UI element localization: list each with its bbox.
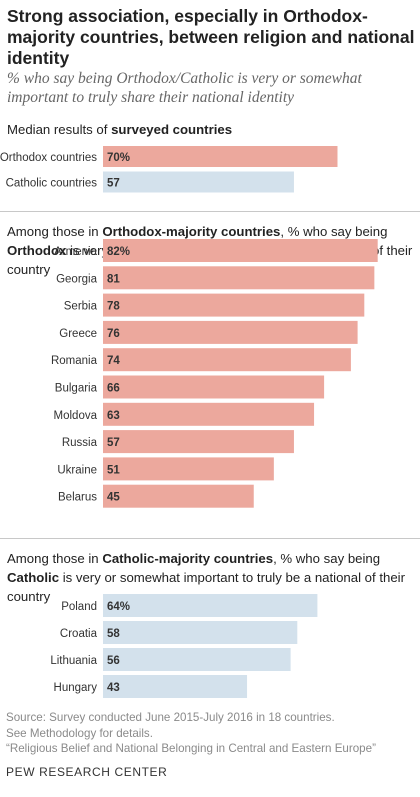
bar (103, 430, 294, 454)
category-label: Poland (61, 601, 97, 613)
category-label: Moldova (54, 410, 98, 422)
value-label: 56 (107, 655, 120, 667)
catholic-heading-pre: Among those in (7, 551, 103, 566)
value-label: 78 (107, 301, 120, 313)
catholic-heading-mid: , % who say being (273, 551, 381, 566)
chart-title: Strong association, especially in Orthod… (7, 6, 415, 68)
category-label: Hungary (54, 682, 98, 694)
value-label: 82% (107, 246, 130, 258)
value-label: 74 (107, 355, 120, 367)
bar (103, 621, 298, 644)
orthodox-heading-mid: , % who say being (280, 224, 388, 239)
bar (103, 648, 291, 671)
source-line: Source: Survey conducted June 2015-July … (6, 711, 335, 724)
category-label: Russia (62, 437, 98, 449)
category-label: Croatia (60, 628, 98, 640)
bar (103, 594, 318, 617)
catholic-heading-post: is very or somewhat important to truly b… (7, 570, 405, 604)
category-label: Catholic countries (6, 178, 98, 190)
orthodox-heading-bold2: Orthodox (7, 243, 67, 258)
category-label: Georgia (56, 273, 98, 285)
bar (103, 293, 365, 317)
bar (103, 266, 375, 290)
bar (103, 239, 378, 262)
orthodox-heading-pre: Among those in (7, 224, 103, 239)
bar (103, 675, 248, 698)
catholic-heading-bold1: Catholic-majority countries (102, 551, 274, 566)
source-note: Source: Survey conducted June 2015-July … (6, 710, 416, 757)
value-label: 45 (107, 492, 120, 504)
category-label: Serbia (64, 301, 98, 313)
category-label: Armenia (54, 246, 97, 258)
median-section-heading: Median results of surveyed countries (7, 120, 415, 139)
category-label: Lithuania (50, 655, 97, 667)
value-label: 43 (107, 682, 120, 694)
value-label: 51 (107, 464, 120, 476)
value-label: 58 (107, 628, 120, 640)
orthodox-heading-bold1: Orthodox-majority countries (102, 224, 281, 239)
catholic-bar-chart: Poland 64% Croatia 58 Lithuania 56 Hungary 43 (50, 594, 318, 698)
brand-logo-text: PEW RESEARCH CENTER (6, 765, 168, 779)
category-label: Ukraine (57, 464, 97, 476)
section-divider (0, 211, 420, 212)
category-label: Orthodox countries (0, 152, 97, 164)
category-label: Greece (59, 328, 97, 340)
catholic-heading-bold2: Catholic (7, 570, 60, 585)
value-label: 76 (107, 328, 120, 340)
orthodox-bar-chart: Armenia 82% Georgia 81 Serbia 78 Greece 76 Roman… (51, 239, 378, 508)
bar (103, 484, 254, 508)
bar (103, 320, 358, 344)
median-bar-chart: Orthodox countries 70% Catholic countries 5… (0, 146, 338, 193)
median-heading-bold: surveyed countries (111, 122, 233, 137)
value-label: 70% (107, 152, 130, 164)
category-label: Belarus (58, 492, 97, 504)
value-label: 64% (107, 601, 130, 613)
source-line: See Methodology for details. (6, 726, 153, 740)
section-divider (0, 538, 420, 539)
category-label: Bulgaria (55, 383, 98, 395)
source-line: “Religious Belief and National Belonging… (6, 742, 376, 756)
category-label: Romania (51, 355, 98, 367)
bar (103, 457, 274, 481)
chart-subtitle: % who say being Orthodox/Catholic is ver… (7, 70, 362, 106)
bar (103, 348, 351, 372)
bar (103, 146, 338, 167)
value-label: 63 (107, 410, 120, 422)
value-label: 57 (107, 178, 120, 190)
value-label: 81 (107, 273, 120, 285)
median-heading-pre: Median results of (7, 122, 112, 137)
value-label: 66 (107, 383, 120, 395)
bar (103, 402, 315, 426)
value-label: 57 (107, 437, 120, 449)
bar (103, 375, 325, 399)
catholic-section-heading: Among those in Catholic-majority countri… (7, 549, 415, 606)
bar (103, 171, 294, 193)
